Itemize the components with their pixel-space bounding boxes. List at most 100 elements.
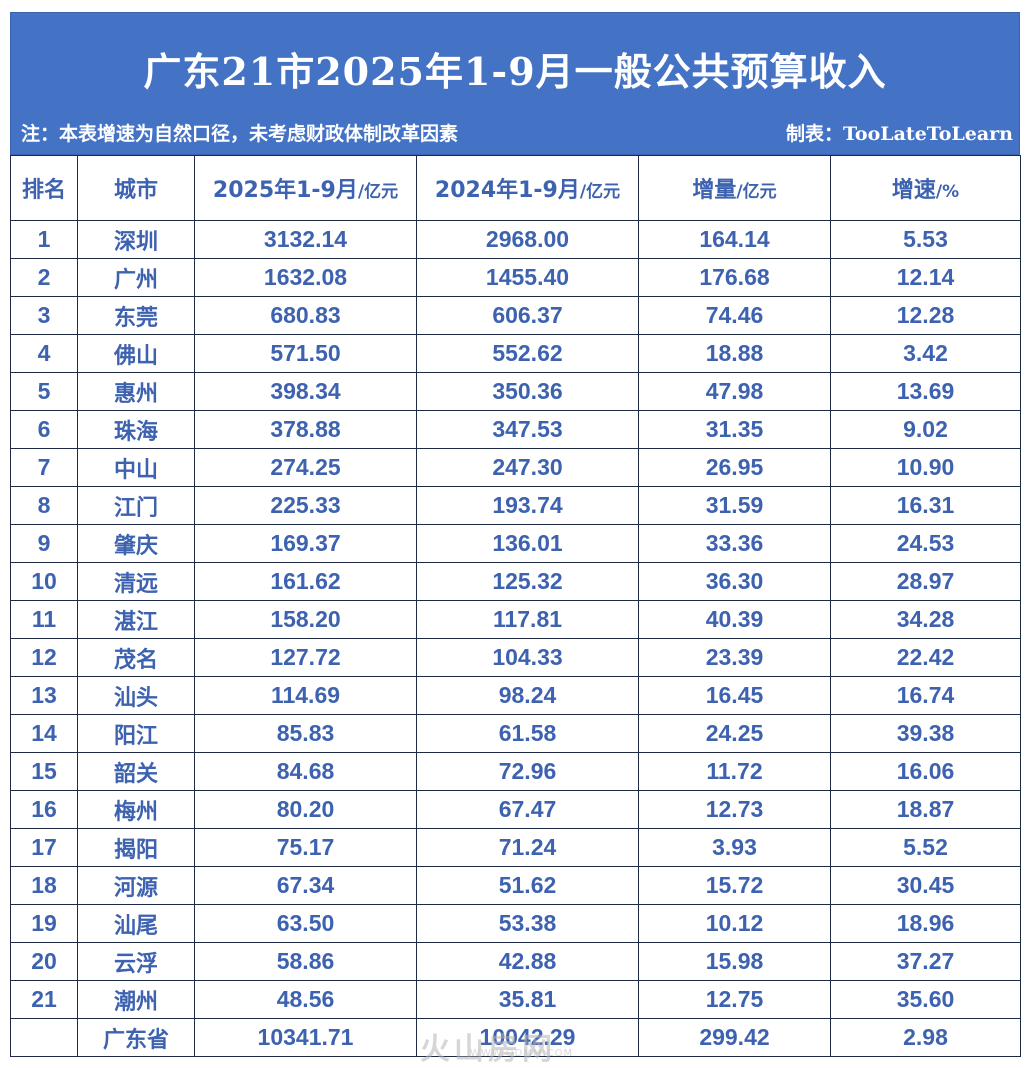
cell-2025[interactable]: 378.88 [194, 410, 417, 449]
cell-2024[interactable]: 53.38 [416, 904, 639, 943]
cell-city[interactable]: 珠海 [77, 410, 195, 449]
cell-2024[interactable]: 104.33 [416, 638, 639, 677]
cell-rank[interactable]: 11 [10, 600, 78, 639]
cell-growth[interactable]: 37.27 [830, 942, 1021, 981]
cell-rank[interactable]: 3 [10, 296, 78, 335]
cell-2025[interactable]: 75.17 [194, 828, 417, 867]
cell-increase[interactable]: 176.68 [638, 258, 831, 297]
cell-increase[interactable]: 23.39 [638, 638, 831, 677]
cell-city[interactable]: 肇庆 [77, 524, 195, 563]
cell-2024[interactable]: 61.58 [416, 714, 639, 753]
cell-rank[interactable]: 21 [10, 980, 78, 1019]
cell-increase[interactable]: 47.98 [638, 372, 831, 411]
cell-increase[interactable]: 36.30 [638, 562, 831, 601]
cell-growth[interactable]: 16.06 [830, 752, 1021, 791]
cell-2025[interactable]: 274.25 [194, 448, 417, 487]
cell-growth[interactable]: 30.45 [830, 866, 1021, 905]
cell-2024[interactable]: 67.47 [416, 790, 639, 829]
cell-increase[interactable]: 15.98 [638, 942, 831, 981]
cell-city[interactable]: 清远 [77, 562, 195, 601]
cell-2024[interactable]: 71.24 [416, 828, 639, 867]
cell-growth[interactable]: 24.53 [830, 524, 1021, 563]
cell-2025[interactable]: 10341.71 [194, 1018, 417, 1057]
cell-2025[interactable]: 85.83 [194, 714, 417, 753]
cell-growth[interactable]: 12.14 [830, 258, 1021, 297]
cell-rank[interactable]: 4 [10, 334, 78, 373]
cell-city[interactable]: 阳江 [77, 714, 195, 753]
cell-increase[interactable]: 164.14 [638, 220, 831, 259]
cell-rank[interactable]: 12 [10, 638, 78, 677]
cell-city[interactable]: 惠州 [77, 372, 195, 411]
cell-rank[interactable]: 15 [10, 752, 78, 791]
cell-city[interactable]: 河源 [77, 866, 195, 905]
cell-rank[interactable]: 7 [10, 448, 78, 487]
cell-city[interactable]: 韶关 [77, 752, 195, 791]
cell-increase[interactable]: 24.25 [638, 714, 831, 753]
cell-2025[interactable]: 48.56 [194, 980, 417, 1019]
cell-increase[interactable]: 26.95 [638, 448, 831, 487]
cell-city[interactable]: 揭阳 [77, 828, 195, 867]
cell-2025[interactable]: 63.50 [194, 904, 417, 943]
cell-city[interactable]: 茂名 [77, 638, 195, 677]
cell-2024[interactable]: 10042.29 [416, 1018, 639, 1057]
cell-city[interactable]: 梅州 [77, 790, 195, 829]
cell-increase[interactable]: 18.88 [638, 334, 831, 373]
cell-increase[interactable]: 33.36 [638, 524, 831, 563]
cell-increase[interactable]: 11.72 [638, 752, 831, 791]
cell-city[interactable]: 汕尾 [77, 904, 195, 943]
cell-city[interactable]: 湛江 [77, 600, 195, 639]
cell-2024[interactable]: 247.30 [416, 448, 639, 487]
cell-growth[interactable]: 28.97 [830, 562, 1021, 601]
cell-2024[interactable]: 1455.40 [416, 258, 639, 297]
cell-2025[interactable]: 58.86 [194, 942, 417, 981]
cell-rank[interactable]: 2 [10, 258, 78, 297]
cell-increase[interactable]: 40.39 [638, 600, 831, 639]
header-2025[interactable]: 2025年1-9月/亿元 [194, 155, 417, 221]
cell-city[interactable]: 佛山 [77, 334, 195, 373]
cell-2024[interactable]: 35.81 [416, 980, 639, 1019]
cell-city[interactable]: 云浮 [77, 942, 195, 981]
cell-2024[interactable]: 98.24 [416, 676, 639, 715]
cell-rank[interactable]: 1 [10, 220, 78, 259]
cell-2025[interactable]: 127.72 [194, 638, 417, 677]
cell-2024[interactable]: 350.36 [416, 372, 639, 411]
cell-2025[interactable]: 680.83 [194, 296, 417, 335]
cell-growth[interactable]: 2.98 [830, 1018, 1021, 1057]
cell-rank[interactable]: 14 [10, 714, 78, 753]
cell-2025[interactable]: 161.62 [194, 562, 417, 601]
cell-2024[interactable]: 606.37 [416, 296, 639, 335]
cell-growth[interactable]: 5.52 [830, 828, 1021, 867]
cell-2025[interactable]: 225.33 [194, 486, 417, 525]
cell-rank[interactable]: 18 [10, 866, 78, 905]
cell-rank[interactable]: 9 [10, 524, 78, 563]
cell-2024[interactable]: 347.53 [416, 410, 639, 449]
header-rank[interactable]: 排名 [10, 155, 78, 221]
cell-city[interactable]: 深圳 [77, 220, 195, 259]
cell-city[interactable]: 中山 [77, 448, 195, 487]
cell-2025[interactable]: 80.20 [194, 790, 417, 829]
header-growth[interactable]: 增速/% [830, 155, 1021, 221]
cell-increase[interactable]: 12.75 [638, 980, 831, 1019]
cell-increase[interactable]: 16.45 [638, 676, 831, 715]
cell-rank[interactable]: 17 [10, 828, 78, 867]
header-city[interactable]: 城市 [77, 155, 195, 221]
cell-growth[interactable]: 35.60 [830, 980, 1021, 1019]
cell-increase[interactable]: 15.72 [638, 866, 831, 905]
cell-growth[interactable]: 5.53 [830, 220, 1021, 259]
cell-growth[interactable]: 3.42 [830, 334, 1021, 373]
cell-growth[interactable]: 12.28 [830, 296, 1021, 335]
cell-2025[interactable]: 571.50 [194, 334, 417, 373]
cell-2025[interactable]: 114.69 [194, 676, 417, 715]
cell-growth[interactable]: 18.87 [830, 790, 1021, 829]
cell-increase[interactable]: 74.46 [638, 296, 831, 335]
cell-2024[interactable]: 193.74 [416, 486, 639, 525]
cell-2025[interactable]: 84.68 [194, 752, 417, 791]
cell-rank[interactable]: 19 [10, 904, 78, 943]
cell-rank[interactable] [10, 1018, 78, 1057]
cell-city[interactable]: 潮州 [77, 980, 195, 1019]
cell-2025[interactable]: 169.37 [194, 524, 417, 563]
cell-increase[interactable]: 12.73 [638, 790, 831, 829]
cell-2025[interactable]: 3132.14 [194, 220, 417, 259]
cell-increase[interactable]: 31.59 [638, 486, 831, 525]
cell-rank[interactable]: 6 [10, 410, 78, 449]
